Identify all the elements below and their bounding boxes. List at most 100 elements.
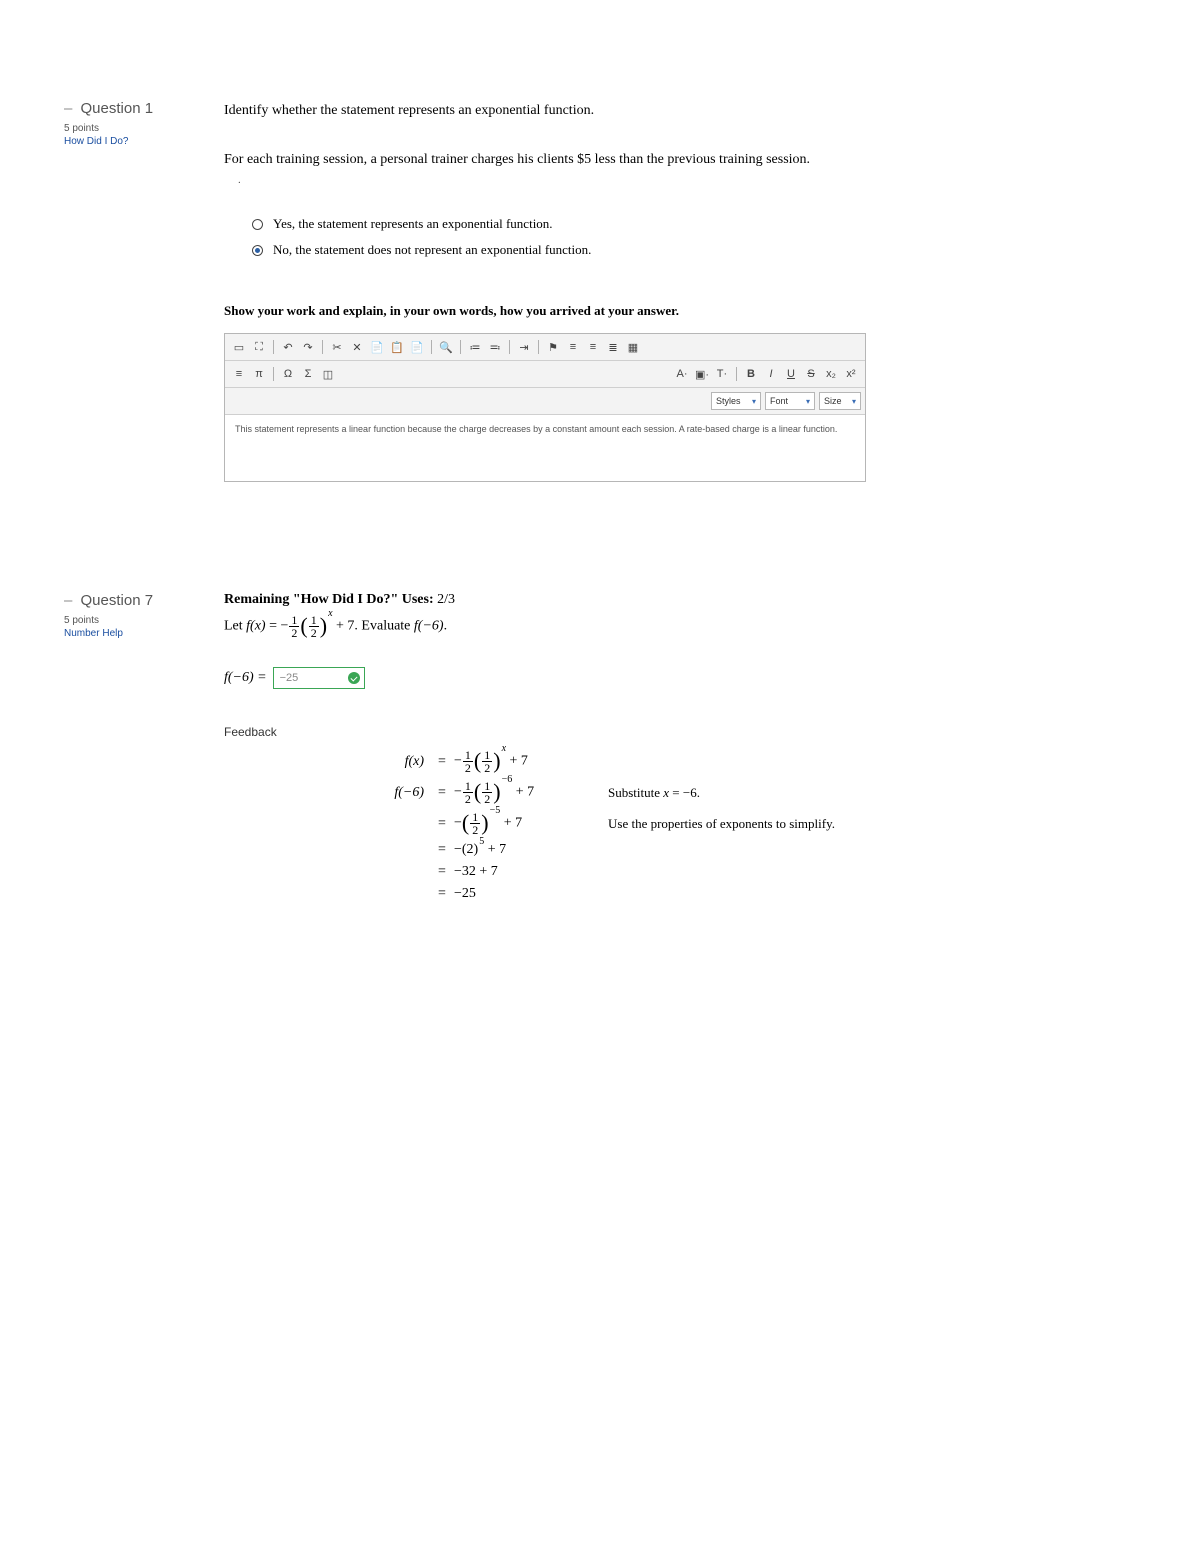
- toolbar-row-2-right: A· ▣· T· B I U S x₂ x²: [672, 366, 861, 382]
- bold-button[interactable]: B: [743, 366, 759, 382]
- remaining-uses: Remaining "How Did I Do?" Uses: 2/3: [224, 592, 1100, 608]
- toolbar-row-2: ≡ π Ω Σ ◫ A· ▣· T· B I U: [225, 361, 865, 388]
- function-definition: Let f(x) = −12(12)x + 7. Evaluate f(−6).: [224, 614, 1100, 639]
- question-7-body: Remaining "How Did I Do?" Uses: 2/3 Let …: [224, 592, 1140, 908]
- copy-icon[interactable]: 📄: [369, 339, 385, 355]
- work-eq: =: [430, 754, 454, 770]
- question-7-title-text: Question 7: [81, 592, 154, 609]
- paste-plain-icon[interactable]: 📄: [409, 339, 425, 355]
- cut-icon[interactable]: ✂: [329, 339, 345, 355]
- find-icon[interactable]: 🔍: [438, 339, 454, 355]
- toolbar-row-3: Styles ▾ Font ▾ Size ▾: [225, 388, 865, 415]
- answer-options: Yes, the statement represents an exponen…: [252, 216, 1100, 258]
- work-rhs: −25: [454, 886, 574, 902]
- redo-icon[interactable]: ↷: [300, 339, 316, 355]
- justify-icon[interactable]: ▦: [625, 339, 641, 355]
- toolbar-row-1: ▭ ⛶ ↶ ↷ ✂ ✕ 📄 📋 📄 🔍 ≔ ≕: [225, 334, 865, 361]
- align-right-icon[interactable]: ≣: [605, 339, 621, 355]
- size-dropdown[interactable]: Size ▾: [819, 392, 861, 410]
- rich-text-editor: ▭ ⛶ ↶ ↷ ✂ ✕ 📄 📋 📄 🔍 ≔ ≕: [224, 333, 866, 482]
- remove-icon[interactable]: ✕: [349, 339, 365, 355]
- sigma-icon[interactable]: Σ: [300, 366, 316, 382]
- remove-format-icon[interactable]: T·: [714, 366, 730, 382]
- lines-icon[interactable]: ≡: [231, 366, 247, 382]
- styles-dropdown-label: Styles: [716, 396, 741, 406]
- fullscreen-icon[interactable]: ⛶: [251, 339, 267, 355]
- work-eq: =: [430, 816, 454, 832]
- font-dropdown-label: Font: [770, 396, 788, 406]
- work-eq: =: [430, 864, 454, 880]
- radio-icon[interactable]: [252, 219, 263, 230]
- evaluate-text: . Evaluate: [354, 619, 413, 634]
- work-rhs: −(12)−5 + 7: [454, 811, 574, 836]
- toolbar-separator: [431, 340, 432, 354]
- option-yes[interactable]: Yes, the statement represents an exponen…: [252, 216, 1100, 232]
- align-left-icon[interactable]: ≡: [565, 339, 581, 355]
- question-7: – Question 7 5 points Number Help Remain…: [60, 592, 1140, 908]
- work-rhs: −32 + 7: [454, 864, 574, 880]
- source-icon[interactable]: ▭: [231, 339, 247, 355]
- question-1-body: Identify whether the statement represent…: [224, 100, 1140, 482]
- equals-gap: =: [266, 619, 281, 634]
- flag-icon[interactable]: ⚑: [545, 339, 561, 355]
- numbered-list-icon[interactable]: ≔: [467, 339, 483, 355]
- question-7-points: 5 points: [64, 615, 224, 626]
- paste-icon[interactable]: 📋: [389, 339, 405, 355]
- question-1-title: – Question 1: [64, 100, 224, 117]
- bg-color-icon[interactable]: ▣·: [694, 366, 710, 382]
- work-rhs: −12(12)x + 7: [454, 749, 574, 774]
- collapse-icon[interactable]: –: [64, 100, 72, 117]
- number-help-link[interactable]: Number Help: [64, 628, 224, 639]
- question-1-title-text: Question 1: [81, 100, 154, 117]
- show-work-prompt: Show your work and explain, in your own …: [224, 303, 1100, 319]
- how-did-i-do-link[interactable]: How Did I Do?: [64, 136, 224, 147]
- toolbar-separator: [509, 340, 510, 354]
- option-yes-label: Yes, the statement represents an exponen…: [273, 216, 553, 232]
- align-center-icon[interactable]: ≡: [585, 339, 601, 355]
- question-1-sidebar: – Question 1 5 points How Did I Do?: [60, 100, 224, 147]
- undo-icon[interactable]: ↶: [280, 339, 296, 355]
- subscript-button[interactable]: x₂: [823, 366, 839, 382]
- scenario-continuation-dot: .: [238, 174, 1100, 186]
- radio-icon[interactable]: [252, 245, 263, 256]
- strike-button[interactable]: S: [803, 366, 819, 382]
- work-row-4: = −(2)5 + 7: [334, 842, 1100, 858]
- answer-input[interactable]: −25: [273, 667, 365, 689]
- question-7-sidebar: – Question 7 5 points Number Help: [60, 592, 224, 639]
- underline-button[interactable]: U: [783, 366, 799, 382]
- let-text: Let: [224, 619, 246, 634]
- question-1: – Question 1 5 points How Did I Do? Iden…: [60, 100, 1140, 482]
- question-1-prompt: Identify whether the statement represent…: [224, 100, 1100, 121]
- toolbar-row-2-left: ≡ π Ω Σ ◫: [229, 366, 338, 382]
- toolbar-separator: [273, 367, 274, 381]
- option-no[interactable]: No, the statement does not represent an …: [252, 242, 1100, 258]
- styles-dropdown[interactable]: Styles ▾: [711, 392, 761, 410]
- size-dropdown-label: Size: [824, 396, 842, 406]
- answer-value: −25: [280, 672, 299, 684]
- work-lhs: f(−6): [334, 785, 430, 801]
- answer-row: f(−6) = −25: [224, 667, 1100, 689]
- exponent-x: x: [328, 608, 332, 619]
- answer-lhs: f(−6) =: [224, 670, 267, 686]
- toolbar-separator: [538, 340, 539, 354]
- neg-sign: −: [281, 619, 289, 634]
- fraction-half-inner: 12: [309, 614, 319, 639]
- collapse-icon[interactable]: –: [64, 592, 72, 609]
- omega-icon[interactable]: Ω: [280, 366, 296, 382]
- superscript-button[interactable]: x²: [843, 366, 859, 382]
- italic-button[interactable]: I: [763, 366, 779, 382]
- bulleted-list-icon[interactable]: ≕: [487, 339, 503, 355]
- font-dropdown[interactable]: Font ▾: [765, 392, 815, 410]
- f-of-x: f(x): [246, 619, 265, 634]
- outdent-icon[interactable]: ⇥: [516, 339, 532, 355]
- option-no-label: No, the statement does not represent an …: [273, 242, 591, 258]
- editor-textarea[interactable]: This statement represents a linear funct…: [225, 415, 865, 481]
- chevron-down-icon: ▾: [852, 397, 856, 406]
- pi-icon[interactable]: π: [251, 366, 267, 382]
- check-icon: [348, 672, 360, 684]
- text-color-icon[interactable]: A·: [674, 366, 690, 382]
- table-icon[interactable]: ◫: [320, 366, 336, 382]
- work-eq: =: [430, 785, 454, 801]
- work-note: Use the properties of exponents to simpl…: [608, 816, 835, 832]
- f-neg6: f(−6): [414, 619, 444, 634]
